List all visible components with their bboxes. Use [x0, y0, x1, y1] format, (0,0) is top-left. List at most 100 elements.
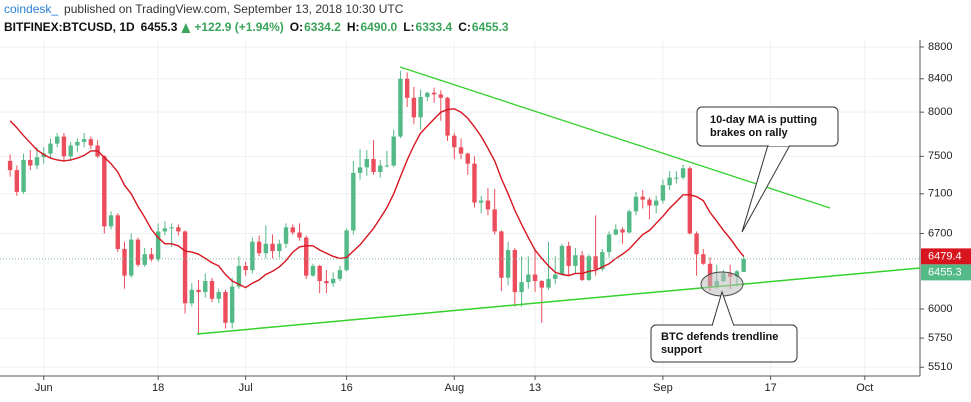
candle-body [472, 163, 477, 203]
candle-body [34, 157, 40, 166]
candle-body [526, 274, 531, 283]
candle-body [553, 274, 558, 279]
candle-body [283, 227, 289, 244]
callout: 10-day MA is putting brakes on rally [696, 106, 839, 233]
candle-body [593, 256, 598, 270]
candle-body [236, 265, 242, 287]
candle-body [142, 254, 147, 265]
candle-body [680, 168, 686, 178]
candle-body [627, 211, 632, 233]
x-tick-label: Aug [444, 382, 464, 394]
candle-body [250, 241, 255, 271]
candle-body [452, 135, 457, 148]
candle-body [102, 156, 107, 227]
candle-body [364, 159, 369, 168]
candle-body [741, 258, 746, 272]
callout-text: support [661, 344, 702, 356]
candle-body [532, 274, 538, 282]
y-tick-label: 5750 [928, 332, 952, 344]
plot [0, 70, 920, 335]
candle-body [344, 230, 349, 271]
candle-body [478, 200, 484, 203]
header: coindesk_ published on TradingView.com, S… [4, 2, 509, 34]
y-axis: 8800 8400 8000 7500 7100 6700 6000 5750 5510 Jun 1… [35, 41, 971, 394]
candle-body [209, 281, 215, 299]
candle-body [539, 281, 544, 288]
x-tick-label: 16 [340, 382, 352, 394]
candle-body [519, 282, 524, 293]
candle-body [579, 255, 585, 280]
x-tick-label: Oct [856, 382, 873, 394]
candle-body [330, 278, 336, 284]
candle-body [418, 96, 423, 118]
close-label: C: [458, 20, 471, 34]
candle-body [256, 241, 262, 254]
candle-body [492, 209, 497, 232]
open-label: O: [290, 20, 303, 34]
candle-body [674, 177, 679, 179]
candle-body [115, 215, 120, 249]
candle-body [606, 234, 612, 253]
candle-body [169, 227, 174, 229]
x-tick-label: 17 [764, 382, 776, 394]
candle-body [155, 231, 161, 260]
candle-body [653, 200, 659, 206]
candle-body [223, 292, 228, 323]
published-info: published on TradingView.com, September … [64, 2, 404, 16]
candle-body [633, 196, 639, 212]
candle-body [270, 243, 275, 252]
symbol: BITFINEX:BTCUSD, 1D [4, 20, 135, 34]
y-tick-label: 5510 [928, 361, 952, 373]
candle-body [357, 167, 363, 173]
candle-body [14, 170, 20, 192]
candle-body [135, 239, 141, 265]
y-tick-label: 7500 [928, 150, 952, 162]
candle-body [229, 286, 235, 323]
close-price-label: 6455.3 [928, 266, 962, 278]
candle-body [687, 168, 693, 234]
candle-body [694, 233, 699, 255]
open-value: 6334.2 [304, 20, 341, 34]
candle-body [660, 185, 666, 201]
candle-body [75, 141, 80, 146]
candle-body [317, 265, 322, 282]
candle-body [203, 281, 208, 293]
candle-body [48, 143, 53, 154]
candle-body [176, 227, 181, 232]
candle-body [586, 256, 592, 280]
y-tick-label: 8800 [928, 41, 952, 53]
candle-body [613, 229, 619, 235]
candle-body [196, 289, 201, 293]
candle-body [398, 78, 403, 137]
close-price-label-bg [921, 264, 971, 281]
candle-body [404, 78, 410, 98]
candle-body [573, 255, 578, 266]
x-tick-label: Jun [35, 382, 53, 394]
candle-body [734, 271, 740, 277]
candle-body [431, 92, 437, 95]
support-trendline [196, 267, 921, 335]
candle-body [371, 159, 376, 173]
candle-body [310, 265, 316, 276]
candle-body [391, 136, 396, 166]
candle-body [81, 139, 87, 142]
grid [0, 40, 920, 376]
candle-body [243, 265, 248, 271]
candle-body [425, 92, 430, 97]
low-value: 6333.4 [416, 20, 453, 34]
candle-body [7, 160, 13, 171]
x-tick-label: Jul [239, 382, 253, 394]
high-label: H: [347, 20, 360, 34]
candle-body [499, 231, 504, 278]
callout: BTC defends trendline support [650, 290, 798, 363]
candle-body [55, 136, 60, 144]
candle-body [216, 292, 221, 299]
x-tick-label: Sep [653, 382, 673, 394]
candle-body [378, 165, 383, 173]
last-price: 6455.3 [141, 20, 178, 34]
candle-body [41, 153, 46, 158]
candle-body [28, 159, 33, 166]
candle-body [384, 165, 390, 167]
ma-price-label-bg [921, 248, 971, 265]
